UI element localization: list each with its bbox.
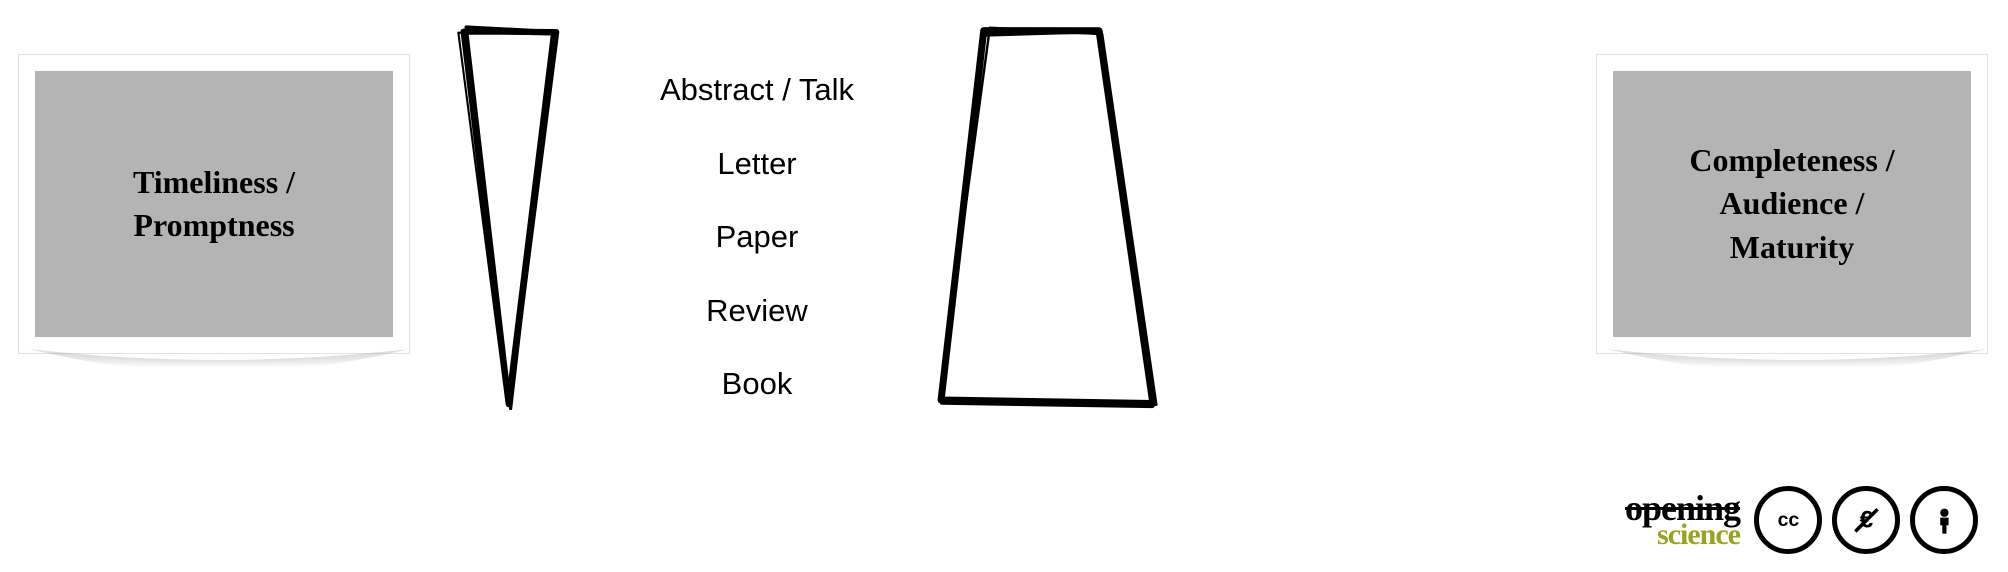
card-shadow xyxy=(1597,341,1997,401)
cc-icon: cc xyxy=(1754,486,1822,554)
logo-line-1: opening xyxy=(1625,493,1740,524)
completeness-card-label: Completeness /Audience /Maturity xyxy=(1613,71,1971,337)
completeness-card: Completeness /Audience /Maturity xyxy=(1596,54,1988,354)
publication-type-item: Review xyxy=(706,293,808,329)
nc-eu-icon: € xyxy=(1832,486,1900,554)
publication-type-item: Abstract / Talk xyxy=(660,72,854,108)
card-shadow xyxy=(19,341,419,401)
publication-type-item: Letter xyxy=(717,146,796,182)
by-icon xyxy=(1910,486,1978,554)
opening-science-logo: opening science xyxy=(1625,493,1740,547)
footer: opening science cc € xyxy=(1625,486,1978,554)
trapezoid-icon xyxy=(925,20,1165,410)
timeliness-card: Timeliness /Promptness xyxy=(18,54,410,354)
diagram-canvas: Timeliness /Promptness Abstract / Talk Le… xyxy=(0,0,2008,572)
publication-type-item: Book xyxy=(722,366,793,402)
publication-type-list: Abstract / Talk Letter Paper Review Book xyxy=(612,72,902,402)
publication-type-item: Paper xyxy=(716,219,799,255)
svg-text:cc: cc xyxy=(1777,509,1799,531)
timeliness-card-label: Timeliness /Promptness xyxy=(35,71,393,337)
inverted-triangle-icon xyxy=(455,20,570,410)
license-badges: cc € xyxy=(1754,486,1978,554)
